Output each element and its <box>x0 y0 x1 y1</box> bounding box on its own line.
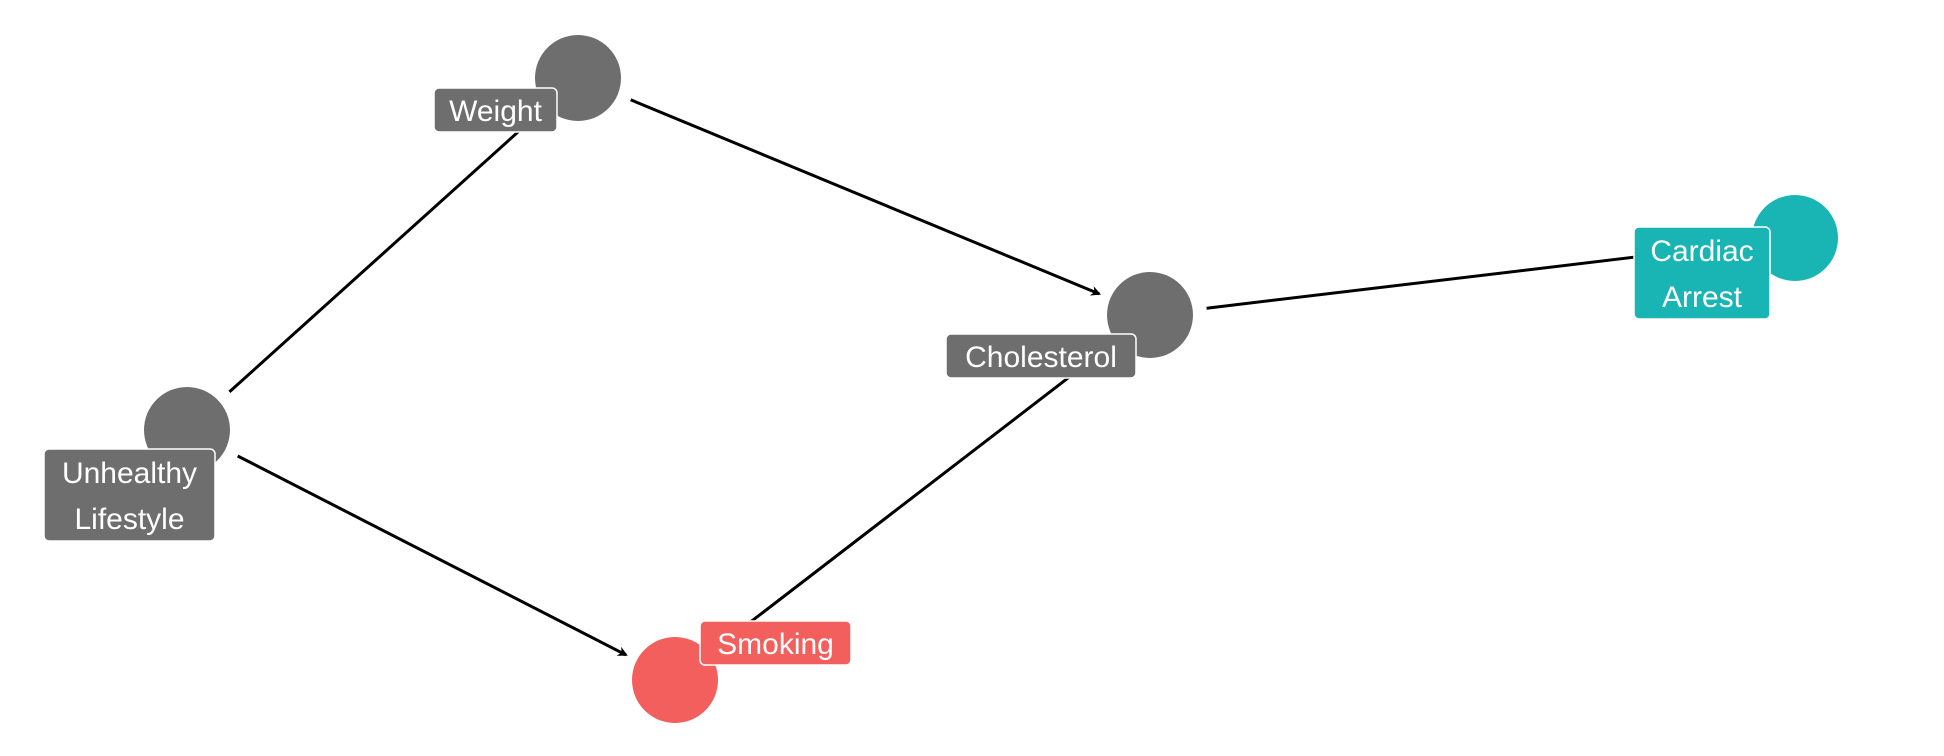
label-box-cholesterol <box>945 333 1137 379</box>
label-cholesterol: Cholesterol <box>945 333 1137 379</box>
label-text-cholesterol: Cholesterol <box>965 341 1117 374</box>
label-text-cardiac_arrest: Cardiac <box>1650 235 1753 268</box>
edge-smoking-to-cholesterol <box>719 347 1108 647</box>
label-text-unhealthy_lifestyle: Lifestyle <box>74 503 184 536</box>
label-box-smoking <box>699 620 852 666</box>
label-text-cardiac_arrest: Arrest <box>1662 281 1743 314</box>
node-smoking <box>632 637 718 723</box>
node-cardiac_arrest <box>1752 195 1838 281</box>
label-text-smoking: Smoking <box>717 628 834 661</box>
label-box-cardiac_arrest <box>1633 226 1771 320</box>
label-box-weight <box>433 87 558 133</box>
label-text-weight: Weight <box>449 95 542 128</box>
nodes <box>144 35 1838 723</box>
label-unhealthy_lifestyle: Unhealthy Lifestyle <box>43 448 216 542</box>
node-labels: Weight Unhealthy Lifestyle Cholesterol Smoki… <box>43 87 1771 666</box>
label-smoking: Smoking <box>699 620 852 666</box>
label-cardiac_arrest: Cardiac Arrest <box>1633 226 1771 320</box>
edge-weight-to-cholesterol <box>630 98 1102 296</box>
label-box-unhealthy_lifestyle <box>43 448 216 542</box>
edges <box>228 98 1741 657</box>
label-text-unhealthy_lifestyle: Unhealthy <box>62 457 197 490</box>
edge-unhealthy_lifestyle-to-weight <box>228 113 539 394</box>
label-weight: Weight <box>433 87 558 133</box>
edge-unhealthy_lifestyle-to-smoking <box>237 454 628 657</box>
